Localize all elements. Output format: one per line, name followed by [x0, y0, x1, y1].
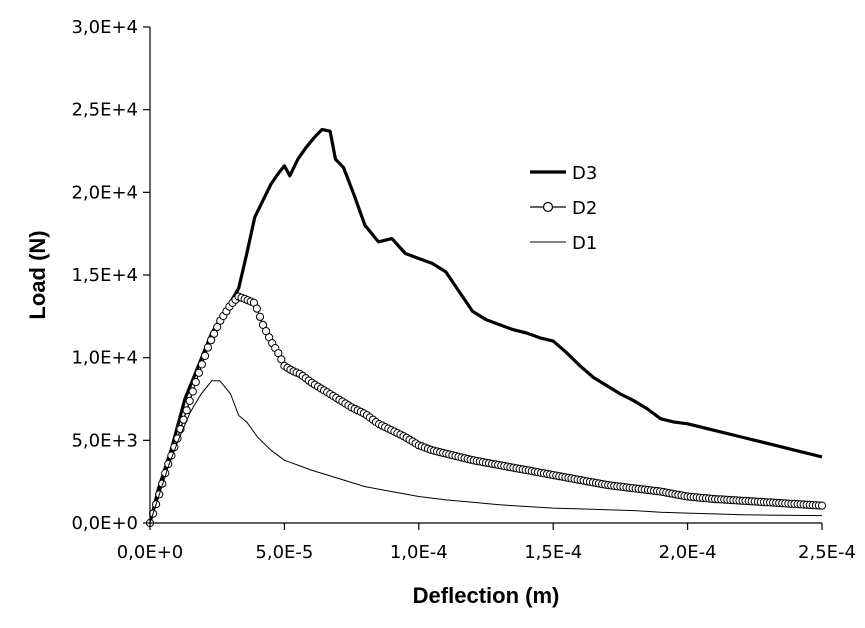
x-tick-label: 5,0E-5	[255, 542, 313, 563]
data-point	[277, 355, 286, 364]
x-axis-title: Deflection (m)	[413, 583, 560, 608]
x-tick-label: 0,0E+0	[117, 542, 184, 563]
data-point	[191, 378, 200, 387]
legend-label: D2	[572, 198, 597, 219]
series-markers-d2	[145, 292, 827, 528]
data-point	[817, 501, 827, 510]
data-point	[210, 329, 219, 338]
y-tick-label: 5,0E+3	[71, 430, 138, 451]
legend-item-d3: D3	[530, 163, 597, 184]
data-point	[188, 387, 197, 396]
y-tick-label: 3,0E+4	[71, 17, 138, 38]
axes	[149, 27, 822, 524]
series-line-d2	[149, 295, 823, 524]
legend-item-d2: D2	[530, 198, 597, 219]
data-point	[255, 312, 265, 321]
x-tick-label: 1,5E-4	[524, 542, 582, 563]
y-tick-label: 1,0E+4	[71, 348, 138, 369]
legend-label: D1	[572, 233, 597, 254]
series-line-d1	[149, 380, 823, 524]
y-tick-label: 0,0E+0	[71, 513, 138, 534]
y-tick-label: 1,5E+4	[71, 265, 138, 286]
plot-area	[145, 127, 827, 528]
data-point	[197, 360, 206, 369]
data-point	[213, 323, 222, 332]
x-ticks: 0,0E+0 5,0E-5 1,0E-4 1,5E-4 2,0E-4 2,5E-4	[117, 523, 856, 563]
data-point	[185, 396, 194, 405]
data-point	[252, 304, 261, 313]
legend-marker	[542, 201, 554, 213]
x-tick-label: 2,5E-4	[798, 542, 856, 563]
data-point	[182, 406, 191, 415]
x-tick-label: 2,0E-4	[659, 542, 717, 563]
series-line-d3	[148, 127, 823, 524]
legend-label: D3	[572, 163, 597, 184]
legend-item-d1: D1	[530, 233, 597, 254]
data-point	[203, 343, 213, 352]
y-ticks: 0,0E+0 5,0E+3 1,0E+4 1,5E+4 2,0E+4 2,5E+4 3,0E…	[71, 17, 150, 534]
data-point	[194, 368, 203, 377]
data-point	[200, 351, 210, 360]
y-tick-label: 2,0E+4	[71, 182, 138, 203]
data-point	[158, 479, 167, 488]
data-point	[207, 336, 216, 345]
y-axis-title: Load (N)	[25, 230, 50, 319]
legend: D3 D2 D1	[530, 163, 597, 254]
y-tick-label: 2,5E+4	[71, 100, 138, 121]
x-tick-label: 1,0E-4	[390, 542, 448, 563]
